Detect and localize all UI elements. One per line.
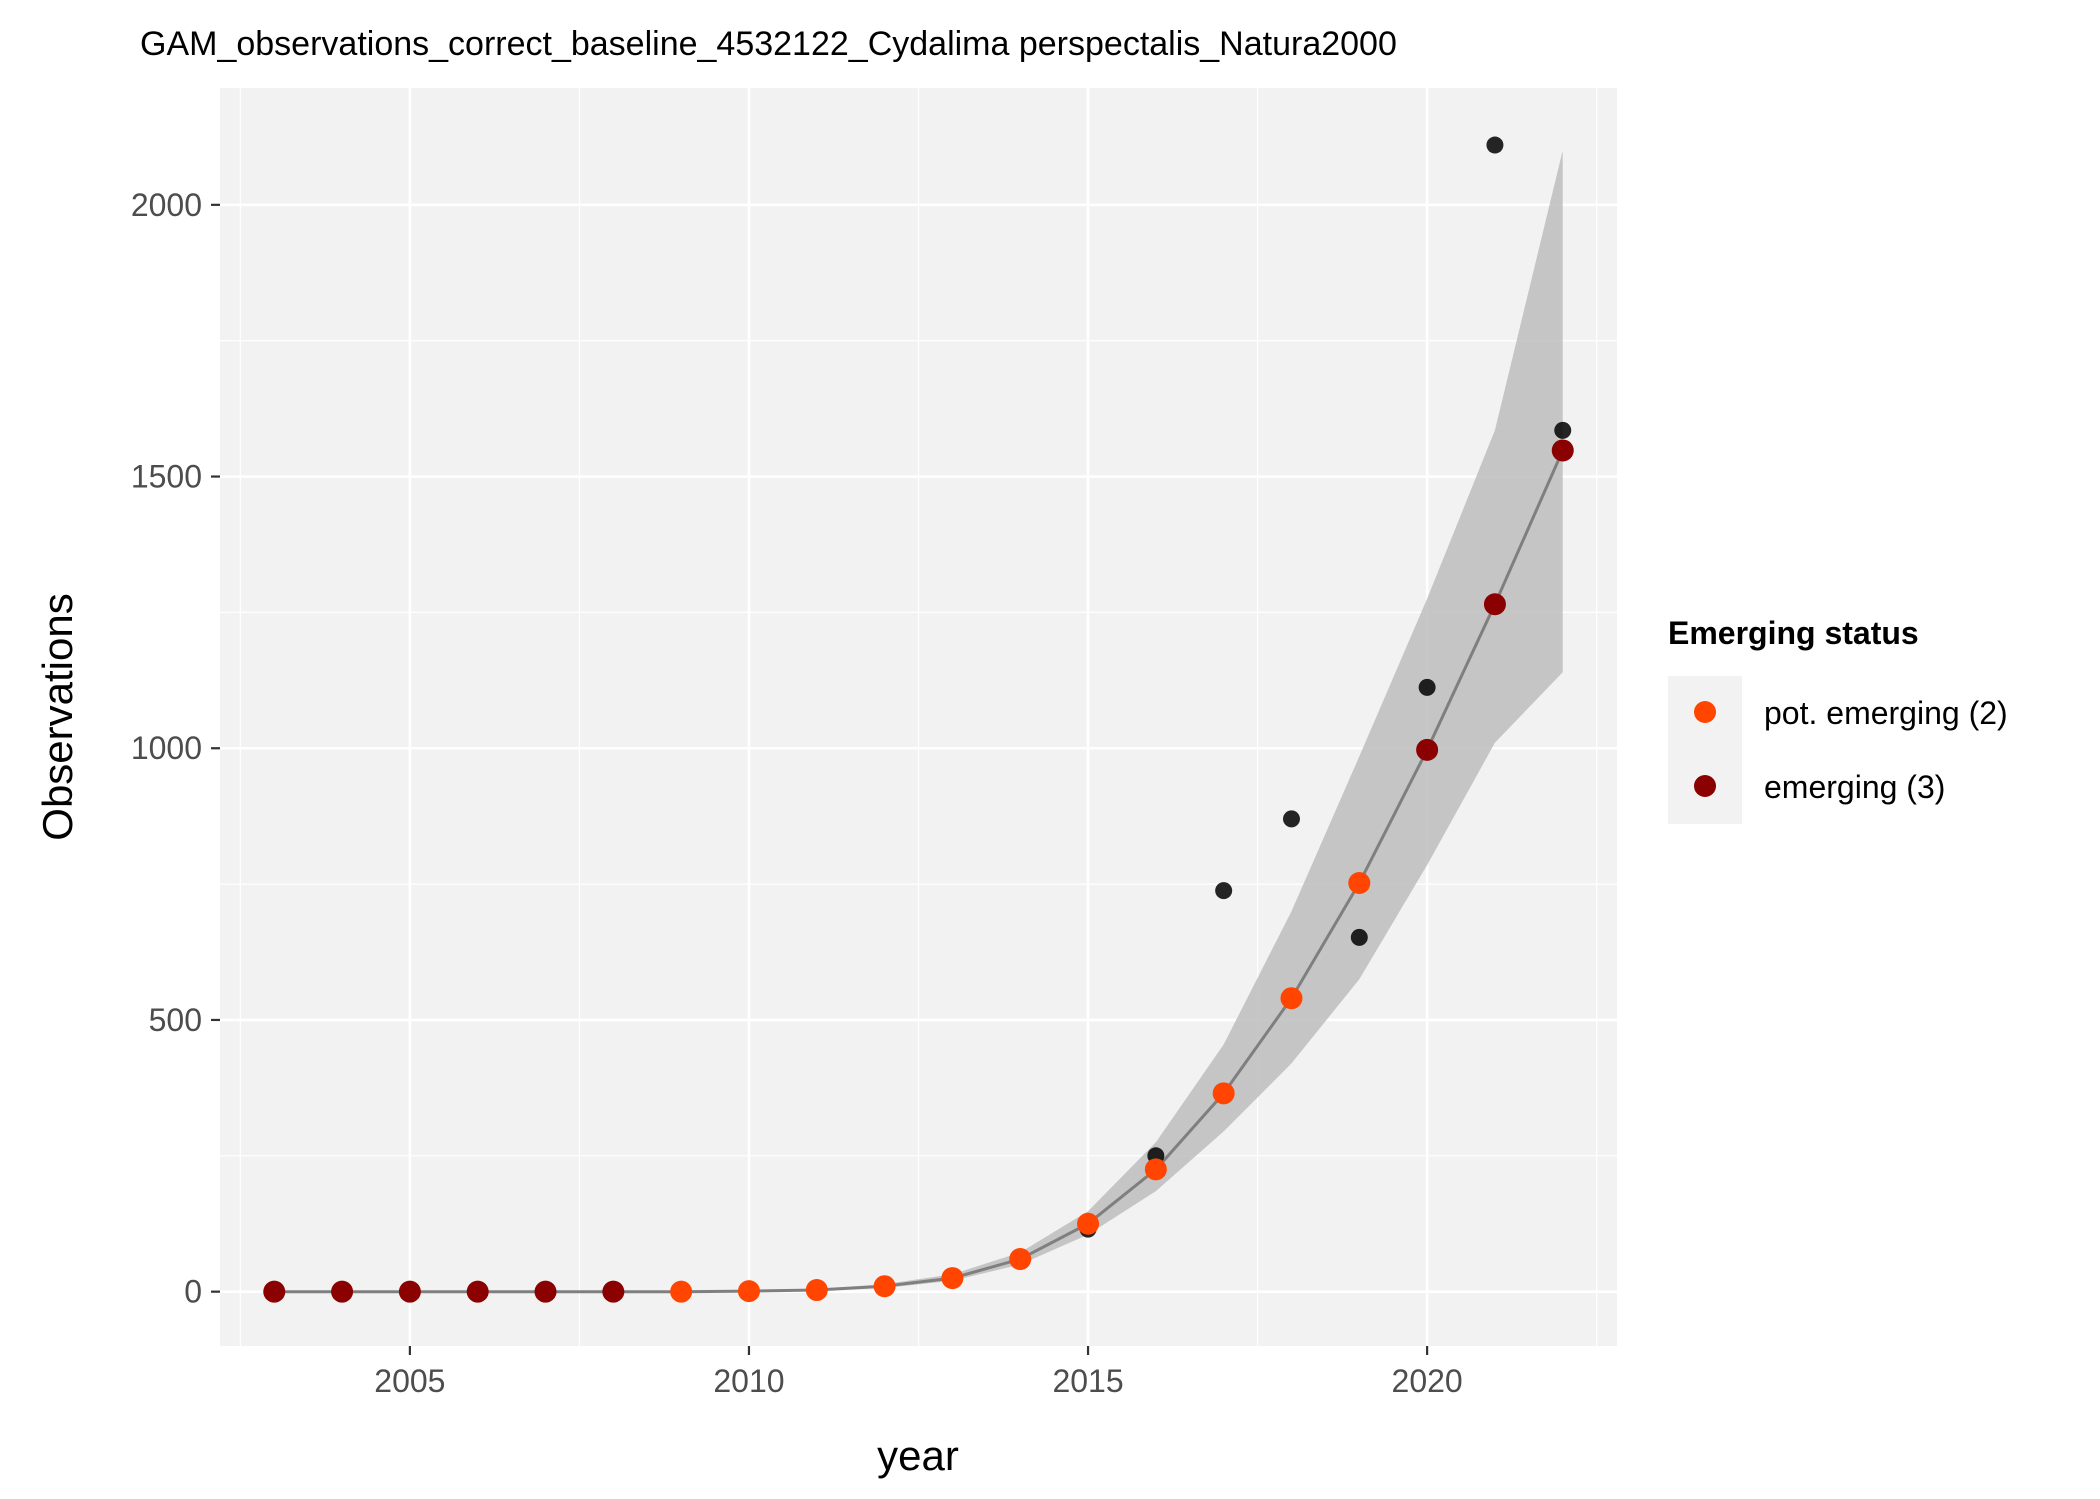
y-axis-title: Observations bbox=[34, 593, 81, 840]
observed-point bbox=[1282, 810, 1300, 828]
observed-point bbox=[1554, 421, 1572, 439]
fitted-point bbox=[1280, 987, 1303, 1010]
y-tick-label: 500 bbox=[149, 1002, 202, 1038]
fitted-point bbox=[466, 1280, 489, 1303]
fitted-point bbox=[534, 1280, 557, 1303]
legend-title: Emerging status bbox=[1668, 615, 1919, 651]
y-tick-label: 1500 bbox=[131, 459, 202, 495]
x-tick-label: 2020 bbox=[1392, 1363, 1463, 1399]
legend-key-background bbox=[1668, 676, 1742, 824]
fit-line bbox=[274, 449, 1565, 1294]
legend-swatch-pot-emerging bbox=[1694, 701, 1716, 723]
x-axis-title: year bbox=[877, 1432, 959, 1479]
y-tick-label: 1000 bbox=[131, 730, 202, 766]
observed-point bbox=[1418, 678, 1436, 696]
major-gridlines bbox=[220, 88, 1617, 1346]
fitted-point bbox=[1144, 1158, 1167, 1181]
observed-point bbox=[1215, 882, 1233, 900]
observed-point bbox=[1350, 928, 1368, 946]
x-tick-label: 2010 bbox=[713, 1363, 784, 1399]
fitted-point bbox=[398, 1280, 421, 1303]
legend-label-pot-emerging: pot. emerging (2) bbox=[1764, 695, 2008, 731]
fitted-point bbox=[602, 1280, 625, 1303]
fitted-point bbox=[1416, 738, 1439, 761]
y-axis-ticks: 0 500 1000 1500 2000 bbox=[131, 187, 220, 1310]
fitted-point bbox=[737, 1280, 760, 1303]
legend-label-emerging: emerging (3) bbox=[1764, 769, 1945, 805]
fitted-points bbox=[263, 439, 1574, 1303]
x-axis-ticks: 2005 2010 2015 2020 bbox=[374, 1346, 1463, 1399]
fitted-point bbox=[1077, 1212, 1100, 1235]
fitted-point bbox=[1009, 1248, 1032, 1271]
x-tick-label: 2015 bbox=[1052, 1363, 1123, 1399]
fitted-point bbox=[331, 1280, 354, 1303]
chart-title: GAM_observations_correct_baseline_453212… bbox=[140, 25, 1397, 63]
fitted-point bbox=[1348, 872, 1371, 895]
observed-point bbox=[1486, 136, 1504, 154]
y-tick-label: 0 bbox=[184, 1274, 202, 1310]
legend-swatch-emerging bbox=[1694, 775, 1716, 797]
fitted-point bbox=[1483, 593, 1506, 616]
fitted-point bbox=[263, 1280, 286, 1303]
legend: Emerging status pot. emerging (2) emergi… bbox=[1668, 615, 2008, 824]
fitted-point bbox=[873, 1275, 896, 1298]
fitted-point bbox=[941, 1267, 964, 1290]
fitted-point bbox=[805, 1279, 828, 1302]
fitted-point bbox=[1212, 1082, 1235, 1105]
x-tick-label: 2005 bbox=[374, 1363, 445, 1399]
fitted-point bbox=[1551, 439, 1574, 462]
y-tick-label: 2000 bbox=[131, 187, 202, 223]
fitted-point bbox=[670, 1280, 693, 1303]
